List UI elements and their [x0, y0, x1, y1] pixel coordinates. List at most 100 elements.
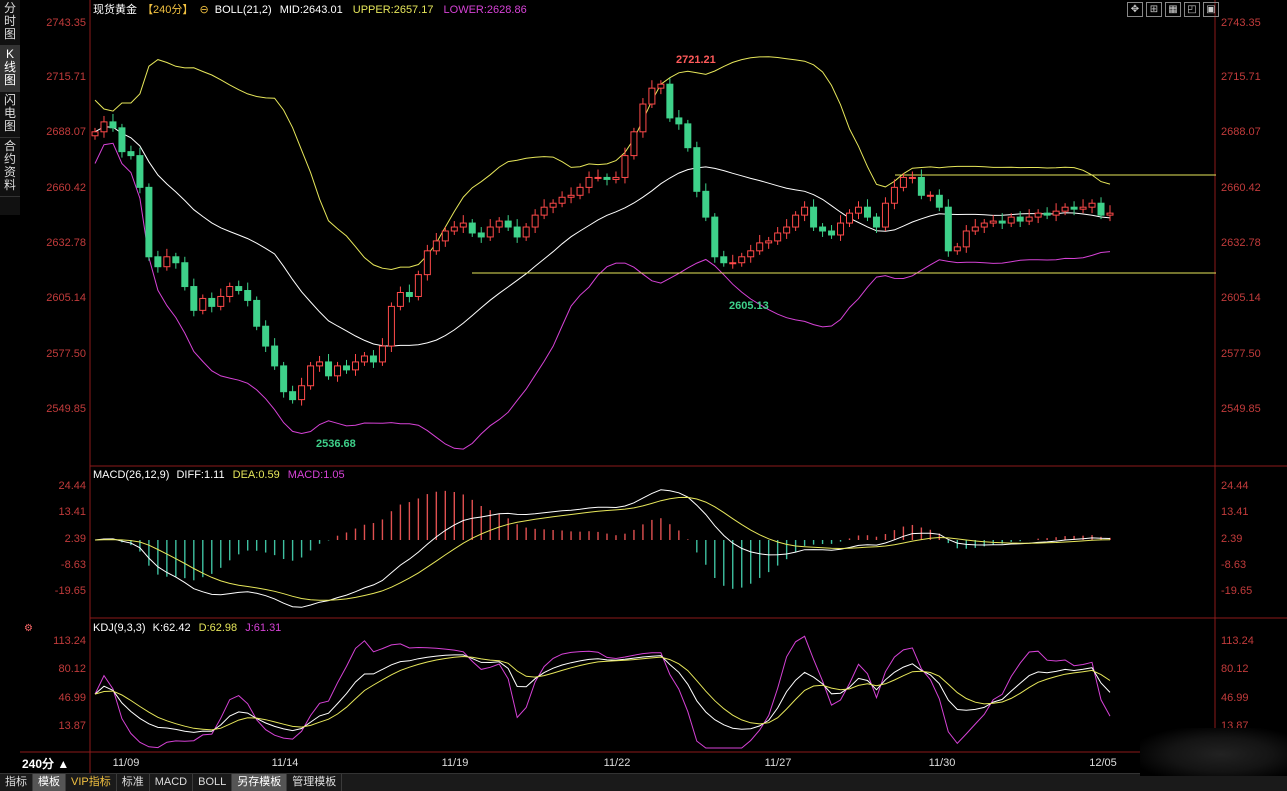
- chart-frame: [20, 0, 1287, 773]
- kdj-header: ⚙ KDJ(9,3,3) K:62.42 D:62.98 J:61.31: [24, 622, 281, 634]
- macd-header: MACD(26,12,9) DIFF:1.11 DEA:0.59 MACD:1.…: [93, 469, 345, 481]
- candle-up: [1007, 216, 1015, 224]
- candle-up: [783, 226, 791, 234]
- restore-icon[interactable]: ◰: [1184, 2, 1200, 17]
- boll-mid-line: [94, 126, 1111, 347]
- tab-standard[interactable]: 标准: [117, 774, 150, 791]
- candle-down: [828, 230, 836, 236]
- kdj-settings-icon: ⚙: [24, 623, 33, 634]
- kdj-d: D:62.98: [199, 622, 238, 634]
- price-axis: 2743.35 2743.35 2715.71 2715.71 2688.07 2688.…: [46, 17, 1261, 415]
- candle-down: [872, 216, 880, 228]
- candle-up: [351, 361, 359, 371]
- sidebar-tab-timeshare[interactable]: 分时 图: [0, 0, 20, 46]
- candle-up: [1052, 210, 1060, 216]
- date-axis: 11/09 11/14 11/19 11/22 11/27 11/30 12/05: [113, 757, 1117, 769]
- candle-up: [1079, 206, 1087, 210]
- candle-up: [423, 250, 431, 276]
- candle-up: [837, 222, 845, 236]
- tab-macd[interactable]: MACD: [150, 774, 194, 791]
- sidebar-tab-contract[interactable]: 合 约 资 料: [0, 138, 20, 197]
- price-tick-right: 2688.07: [1221, 126, 1261, 138]
- candle-down: [684, 123, 692, 149]
- date-tick: 11/22: [604, 757, 631, 769]
- kdj-d-line: [94, 655, 1111, 731]
- candle-up: [163, 256, 171, 268]
- price-tick-left: 2605.14: [46, 292, 86, 304]
- candle-down: [343, 365, 351, 371]
- candle-down: [998, 220, 1006, 224]
- tab-boll[interactable]: BOLL: [193, 774, 233, 791]
- candle-down: [675, 117, 683, 125]
- move-icon[interactable]: ✥: [1127, 2, 1143, 17]
- candle-down: [405, 291, 413, 297]
- price-tick-left: 2549.85: [46, 403, 86, 415]
- tab-indicator[interactable]: 指标: [0, 774, 33, 791]
- candle-up: [630, 131, 638, 157]
- candle-up: [1088, 202, 1096, 208]
- candle-up: [459, 222, 467, 228]
- candle-up: [567, 194, 575, 198]
- tab-manage-template[interactable]: 管理模板: [287, 774, 343, 791]
- instrument-name: 现货黄金: [93, 2, 137, 16]
- candle-down: [693, 147, 701, 192]
- candle-up: [908, 176, 916, 179]
- sidebar-tab-flash[interactable]: 闪 电 图: [0, 92, 20, 138]
- candlestick-series: [91, 78, 1114, 406]
- boll-label: BOLL(21,2): [215, 4, 272, 16]
- candle-down: [118, 127, 126, 153]
- boll-bands: [94, 56, 1216, 450]
- candle-up: [378, 345, 386, 363]
- candle-down: [253, 299, 261, 327]
- window-toolbar: ✥ ⊞ ▦ ◰ ▣: [1127, 2, 1219, 17]
- period-selector[interactable]: 240分 ▲: [22, 757, 70, 771]
- kdj-lines: [94, 635, 1111, 749]
- maximize-icon[interactable]: ▣: [1203, 2, 1219, 17]
- macd-lines: [94, 489, 1111, 608]
- candle-down: [944, 206, 952, 252]
- macd-dea-line: [94, 496, 1111, 601]
- tab-save-template[interactable]: 另存模板: [232, 774, 288, 791]
- candle-up: [522, 226, 530, 238]
- candle-up: [450, 226, 458, 232]
- candle-up: [360, 355, 368, 363]
- candle-up: [756, 242, 764, 252]
- svg-text:MACD(26,12,9) DIFF:1.11: MACD(26,12,9) DIFF:1.11 DEA:0.59 MACD:1.…: [93, 469, 345, 481]
- candle-down: [1016, 216, 1024, 222]
- tab-vip-indicator[interactable]: VIP指标: [66, 774, 117, 791]
- candle-up: [657, 83, 665, 89]
- candle-up: [953, 246, 961, 252]
- macd-tick-left: -19.65: [55, 585, 86, 597]
- candle-down: [666, 83, 674, 119]
- candle-up: [881, 202, 889, 228]
- svg-text:现货黄金 【240分】 ⊖: 现货黄金 【240分】 ⊖ BOLL(21,2) MID:2643.01 UPP…: [93, 2, 527, 16]
- candle-down: [136, 155, 144, 188]
- candle-up: [765, 240, 773, 244]
- sidebar-tab-kline[interactable]: K 线 图: [0, 46, 20, 92]
- macd-dea: DEA:0.59: [233, 469, 280, 481]
- candle-down: [280, 365, 288, 393]
- settings-icon: ⊖: [199, 4, 208, 16]
- macd-diff-line: [94, 489, 1111, 608]
- candle-up: [1106, 212, 1114, 216]
- candle-up: [801, 206, 809, 216]
- boll-lower-line: [94, 142, 1111, 450]
- svg-text:KDJ(9,3,3) K:62.42: KDJ(9,3,3) K:62.42 D:62.98 J:61.31: [93, 622, 281, 634]
- candle-up: [558, 196, 566, 204]
- candle-up: [540, 206, 548, 216]
- kdj-tick-left: 113.24: [53, 635, 86, 647]
- boll-upper: UPPER:2657.17: [353, 4, 434, 16]
- expand-icon[interactable]: ⊞: [1146, 2, 1162, 17]
- grid-icon[interactable]: ▦: [1165, 2, 1181, 17]
- candle-up: [100, 121, 108, 133]
- candle-up: [962, 230, 970, 248]
- candle-down: [1070, 206, 1078, 210]
- candle-up: [298, 385, 306, 401]
- macd-histogram: [103, 490, 1111, 589]
- boll-upper-line: [94, 56, 1111, 271]
- candle-down: [810, 206, 818, 228]
- candle-up: [621, 155, 629, 178]
- tab-template[interactable]: 模板: [33, 774, 66, 791]
